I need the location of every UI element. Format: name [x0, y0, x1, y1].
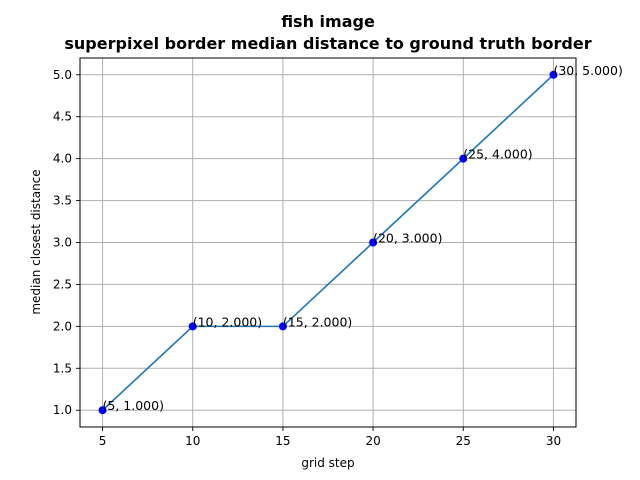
x-tick-label: 25 [456, 434, 471, 448]
data-point [459, 154, 468, 163]
data-point-label: (25, 4.000) [463, 147, 532, 162]
data-point-label: (5, 1.000) [103, 398, 164, 413]
data-point-label: (30, 5.000) [553, 63, 622, 78]
data-point-label: (15, 2.000) [283, 314, 352, 329]
y-tick-label: 2.5 [53, 277, 72, 291]
y-tick-label: 5.0 [53, 68, 72, 82]
y-tick-label: 1.5 [53, 361, 72, 375]
y-tick-label: 3.5 [53, 194, 72, 208]
y-tick-label: 3.0 [53, 236, 72, 250]
series-layer [98, 70, 558, 415]
y-tick-label: 1.0 [53, 403, 72, 417]
x-tick-label: 20 [365, 434, 380, 448]
x-axis-label: grid step [301, 456, 354, 470]
data-point-label: (20, 3.000) [373, 231, 442, 246]
chart-title-line1: fish image [281, 12, 375, 31]
grid-layer [80, 58, 576, 427]
series-line [102, 74, 554, 411]
x-tick-label: 15 [275, 434, 290, 448]
x-tick-label: 5 [99, 434, 107, 448]
data-point [369, 238, 378, 247]
data-point [278, 322, 287, 331]
data-point [549, 70, 558, 79]
y-tick-label: 2.0 [53, 319, 72, 333]
labels-layer: (5, 1.000) (10, 2.000) (15, 2.000) (20, 3.0… [103, 63, 623, 413]
chart-title-line2: superpixel border median distance to gro… [64, 34, 591, 53]
x-tick-label: 10 [185, 434, 200, 448]
y-axis-label: median closest distance [29, 169, 43, 314]
ticks-layer: 5 10 15 20 25 30 1.0 1.5 2.0 2.5 3.0 3.5 4.0 4.5 5.0 [53, 68, 561, 448]
y-tick-label: 4.0 [53, 152, 72, 166]
x-tick-label: 30 [546, 434, 561, 448]
data-point [98, 406, 107, 415]
data-point [188, 322, 197, 331]
y-tick-label: 4.5 [53, 110, 72, 124]
data-point-label: (10, 2.000) [193, 314, 262, 329]
